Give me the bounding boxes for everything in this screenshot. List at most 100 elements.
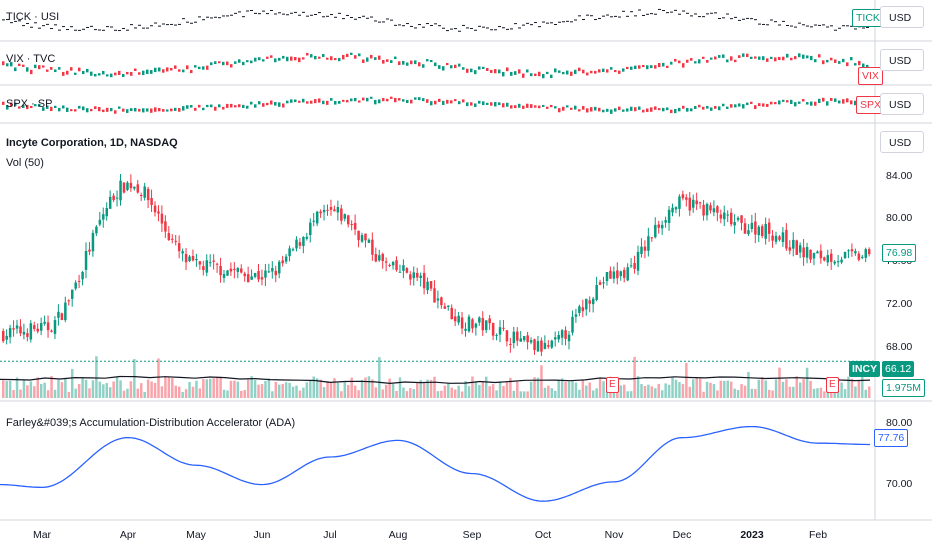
vix-currency-button[interactable]: USD xyxy=(880,49,924,71)
volume-bar xyxy=(395,390,398,398)
volume-bar xyxy=(453,389,457,398)
vix-candle xyxy=(630,66,633,70)
candle-body xyxy=(50,330,53,332)
x-tick-label: Apr xyxy=(119,529,137,541)
candle-body xyxy=(212,260,215,262)
volume-bar xyxy=(98,381,102,398)
volume-bar xyxy=(29,381,33,398)
candle-body xyxy=(329,207,333,210)
candle-body xyxy=(743,223,747,234)
spx-candle xyxy=(598,107,601,112)
volume-bar xyxy=(788,386,792,398)
volume-bar xyxy=(243,389,246,398)
vix-candle xyxy=(850,57,853,61)
candle-body xyxy=(795,240,798,255)
vix-candle xyxy=(158,67,161,72)
candle-body xyxy=(264,270,267,278)
volume-bar xyxy=(598,378,602,398)
volume-bar xyxy=(636,376,640,398)
vix-candle xyxy=(846,62,849,67)
vix-candle xyxy=(54,69,57,73)
volume-bar xyxy=(660,390,664,398)
vix-candle xyxy=(474,70,477,75)
volume-bar xyxy=(585,385,588,398)
spx-candle xyxy=(406,99,409,104)
volume-bar xyxy=(433,376,436,398)
volume-bar xyxy=(633,356,636,398)
spx-candle xyxy=(198,104,201,108)
vix-pane-label: VIX · TVC xyxy=(6,53,56,65)
spx-candle xyxy=(246,105,249,109)
spx-candle xyxy=(202,107,205,111)
volume-bar xyxy=(340,391,343,398)
volume-bar xyxy=(464,381,467,398)
vix-candle xyxy=(446,63,449,66)
spx-currency-button[interactable]: USD xyxy=(880,93,924,115)
vix-candle xyxy=(182,69,185,73)
vix-candle xyxy=(570,71,573,76)
candle-body xyxy=(5,335,8,340)
vix-candle xyxy=(778,56,781,61)
candle-body xyxy=(502,327,505,329)
candle-body xyxy=(315,211,319,224)
vix-candle xyxy=(794,56,797,60)
spx-candle xyxy=(170,108,173,112)
volume-bar xyxy=(198,388,202,398)
candle-body xyxy=(64,302,67,321)
spx-candle xyxy=(74,109,77,112)
earnings-marker-2[interactable]: E xyxy=(826,377,839,393)
candle-body xyxy=(854,251,857,254)
vix-candle xyxy=(170,68,173,71)
volume-bar xyxy=(719,380,723,398)
candle-body xyxy=(257,271,260,280)
volume-bar xyxy=(857,380,861,398)
vix-candle xyxy=(374,57,377,60)
volume-bar xyxy=(347,385,350,398)
candle-body xyxy=(219,265,222,276)
candle-body xyxy=(585,298,588,310)
candle-body xyxy=(426,281,429,291)
candle-body xyxy=(505,330,509,342)
volume-bar xyxy=(495,390,498,398)
candle-body xyxy=(188,256,191,262)
volume-bar xyxy=(333,378,336,398)
vix-candle xyxy=(94,73,97,77)
volume-bar xyxy=(64,377,67,398)
candle-body xyxy=(719,214,723,219)
volume-bar xyxy=(71,368,74,398)
spx-candle xyxy=(698,104,701,108)
vix-candle xyxy=(370,54,373,59)
tick-pane-label: TICK · USI xyxy=(6,11,60,23)
earnings-marker-1[interactable]: E xyxy=(606,377,619,393)
volume-bar xyxy=(705,381,709,398)
vix-candle xyxy=(318,56,321,59)
spx-badge: SPX xyxy=(856,96,886,114)
volume-bar xyxy=(467,386,471,398)
spx-candle xyxy=(54,105,57,108)
spx-candle xyxy=(618,106,621,111)
spx-candle xyxy=(362,97,365,101)
vix-candle xyxy=(534,73,537,77)
spx-candle xyxy=(30,105,33,109)
volume-bar xyxy=(229,380,233,398)
spx-candle xyxy=(690,108,693,112)
candle-body xyxy=(595,285,598,300)
volume-bar xyxy=(623,384,626,398)
volume-bar xyxy=(491,384,495,398)
candle-body xyxy=(450,307,453,320)
spx-candle xyxy=(62,105,65,109)
volume-bar xyxy=(578,389,581,398)
vix-candle xyxy=(738,55,741,59)
candle-body xyxy=(633,263,636,269)
tick-currency-button[interactable]: USD xyxy=(880,6,924,28)
spx-candle xyxy=(190,105,193,108)
volume-bar xyxy=(650,386,654,398)
volume-bar xyxy=(478,384,481,398)
volume-bar xyxy=(405,391,409,398)
spx-candle xyxy=(70,109,73,112)
volume-bar xyxy=(505,381,509,398)
vix-candle xyxy=(126,71,129,75)
candle-body xyxy=(867,249,871,255)
main-currency-button[interactable]: USD xyxy=(880,131,924,153)
